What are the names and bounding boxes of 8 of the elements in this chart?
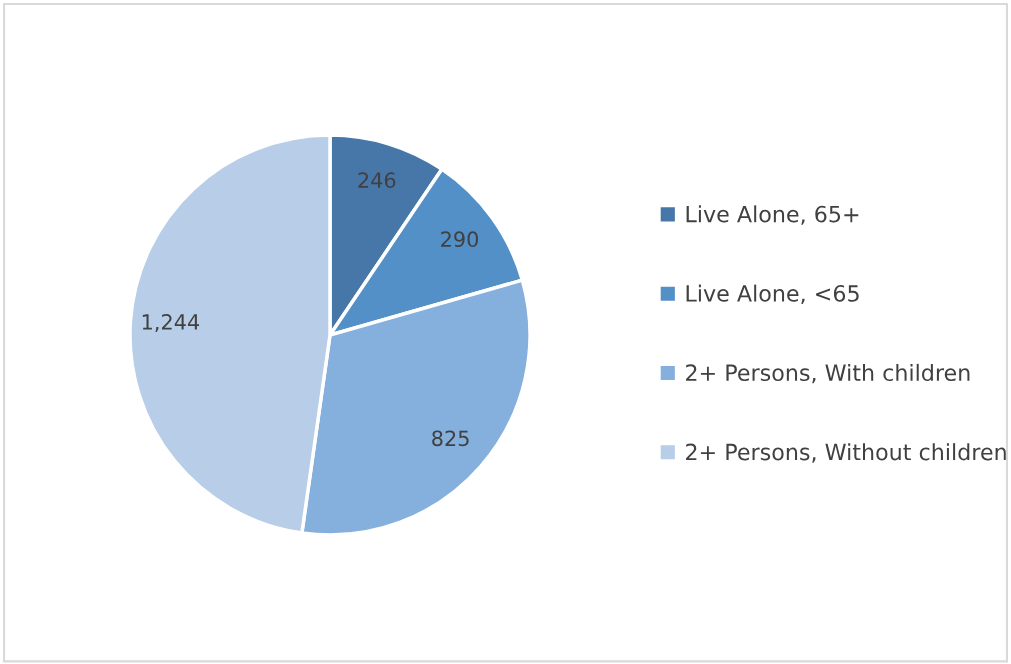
data-label: 825	[432, 430, 469, 447]
legend-label: 2+ Persons, With children	[686, 363, 970, 384]
data-label: 246	[358, 172, 396, 189]
data-label: 290	[441, 231, 478, 248]
legend-label: 2+ Persons, Without children	[686, 443, 1006, 463]
data-label: 1,244	[142, 314, 200, 332]
legend-label: Live Alone, 65+	[686, 205, 859, 225]
legend-label: Live Alone, <65	[686, 284, 859, 305]
